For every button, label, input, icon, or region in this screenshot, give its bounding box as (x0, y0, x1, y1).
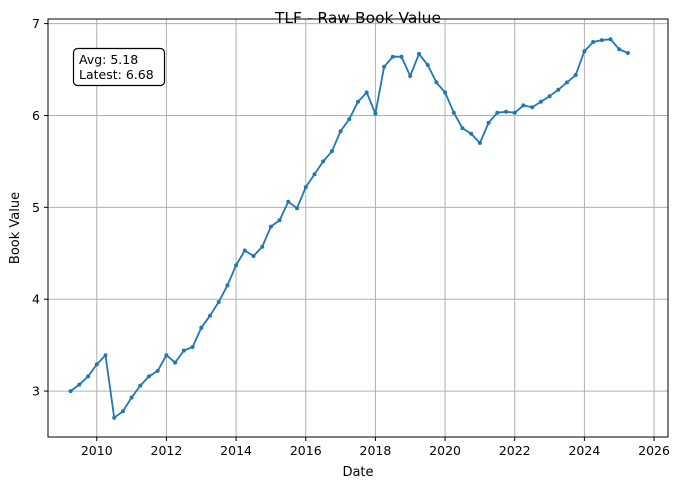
stats-annotation-box: Avg: 5.18 Latest: 6.68 (72, 47, 166, 87)
data-point (530, 105, 535, 110)
data-point (242, 248, 247, 253)
data-point (556, 87, 561, 92)
x-tick-label: 2020 (429, 443, 461, 458)
data-point (434, 80, 439, 85)
data-point (260, 244, 265, 249)
data-point (164, 353, 169, 358)
data-point (469, 131, 474, 136)
data-point (103, 353, 108, 358)
x-tick-label: 2016 (290, 443, 322, 458)
data-point (495, 110, 500, 115)
data-point (216, 300, 221, 304)
data-point (477, 141, 482, 145)
series-line (68, 37, 630, 420)
data-point (94, 362, 99, 367)
data-point (329, 149, 334, 154)
data-point (68, 389, 73, 394)
data-point (486, 120, 491, 125)
axis-ticks: 2010 2012 2014 2016 2018 2020 2022 2024 2026 3 4 5 6… (32, 16, 670, 458)
x-tick-label: 2026 (638, 443, 670, 458)
x-axis-label: Date (342, 465, 373, 480)
annotation-avg: Avg: 5.18 (79, 52, 138, 67)
data-point (251, 254, 256, 258)
x-tick-label: 2018 (360, 443, 392, 458)
data-point (268, 224, 273, 229)
data-point (356, 99, 360, 104)
data-point (147, 374, 151, 379)
data-point (286, 199, 291, 204)
data-point (443, 90, 448, 95)
data-point (417, 51, 421, 56)
y-tick-label: 3 (32, 384, 40, 399)
chart-title: TLF - Raw Book Value (274, 9, 441, 27)
y-tick-label: 4 (32, 292, 40, 307)
y-tick-label: 6 (32, 108, 40, 123)
data-point (390, 54, 395, 59)
data-point (573, 73, 578, 77)
data-point (173, 360, 178, 365)
data-point (625, 51, 630, 55)
x-tick-label: 2012 (151, 443, 183, 458)
data-point (155, 368, 160, 373)
y-tick-label: 7 (32, 16, 40, 31)
x-tick-label: 2010 (81, 443, 113, 458)
data-point (364, 90, 369, 95)
data-point (112, 415, 117, 420)
data-point (538, 99, 543, 104)
data-point (277, 218, 282, 223)
grid (48, 19, 668, 437)
data-point (347, 117, 352, 122)
data-point (295, 206, 299, 211)
data-point (303, 185, 308, 190)
data-point (86, 374, 91, 379)
data-point (565, 80, 569, 85)
data-point (199, 325, 204, 330)
data-point (382, 64, 387, 69)
x-tick-label: 2024 (568, 443, 600, 458)
data-point (425, 62, 430, 67)
data-point (408, 74, 413, 78)
data-point (138, 383, 143, 388)
x-tick-label: 2022 (499, 443, 531, 458)
data-point (521, 103, 526, 108)
data-point (181, 348, 186, 353)
data-point (504, 109, 508, 114)
axes-frame (47, 18, 669, 438)
data-point (373, 111, 378, 116)
x-tick-label: 2014 (220, 443, 252, 458)
data-point (225, 283, 230, 288)
data-point (617, 47, 622, 52)
data-point (338, 129, 343, 134)
y-axis-label: Book Value (8, 192, 23, 264)
annotation-box-frame (72, 47, 166, 87)
data-point (599, 38, 604, 43)
data-point (208, 313, 212, 318)
data-point (234, 263, 239, 268)
data-point (608, 37, 613, 42)
data-point (321, 159, 326, 164)
data-point (190, 345, 195, 349)
data-point (312, 172, 317, 177)
annotation-latest: Latest: 6.68 (79, 67, 154, 82)
data-point (512, 110, 517, 115)
data-point (451, 110, 456, 115)
y-tick-label: 5 (32, 200, 40, 215)
data-point (129, 395, 134, 400)
data-point (547, 94, 552, 99)
data-point (399, 54, 404, 59)
data-point (582, 49, 587, 54)
data-point (460, 126, 465, 131)
data-point (120, 409, 125, 414)
data-point (591, 40, 596, 44)
data-point (77, 382, 82, 387)
